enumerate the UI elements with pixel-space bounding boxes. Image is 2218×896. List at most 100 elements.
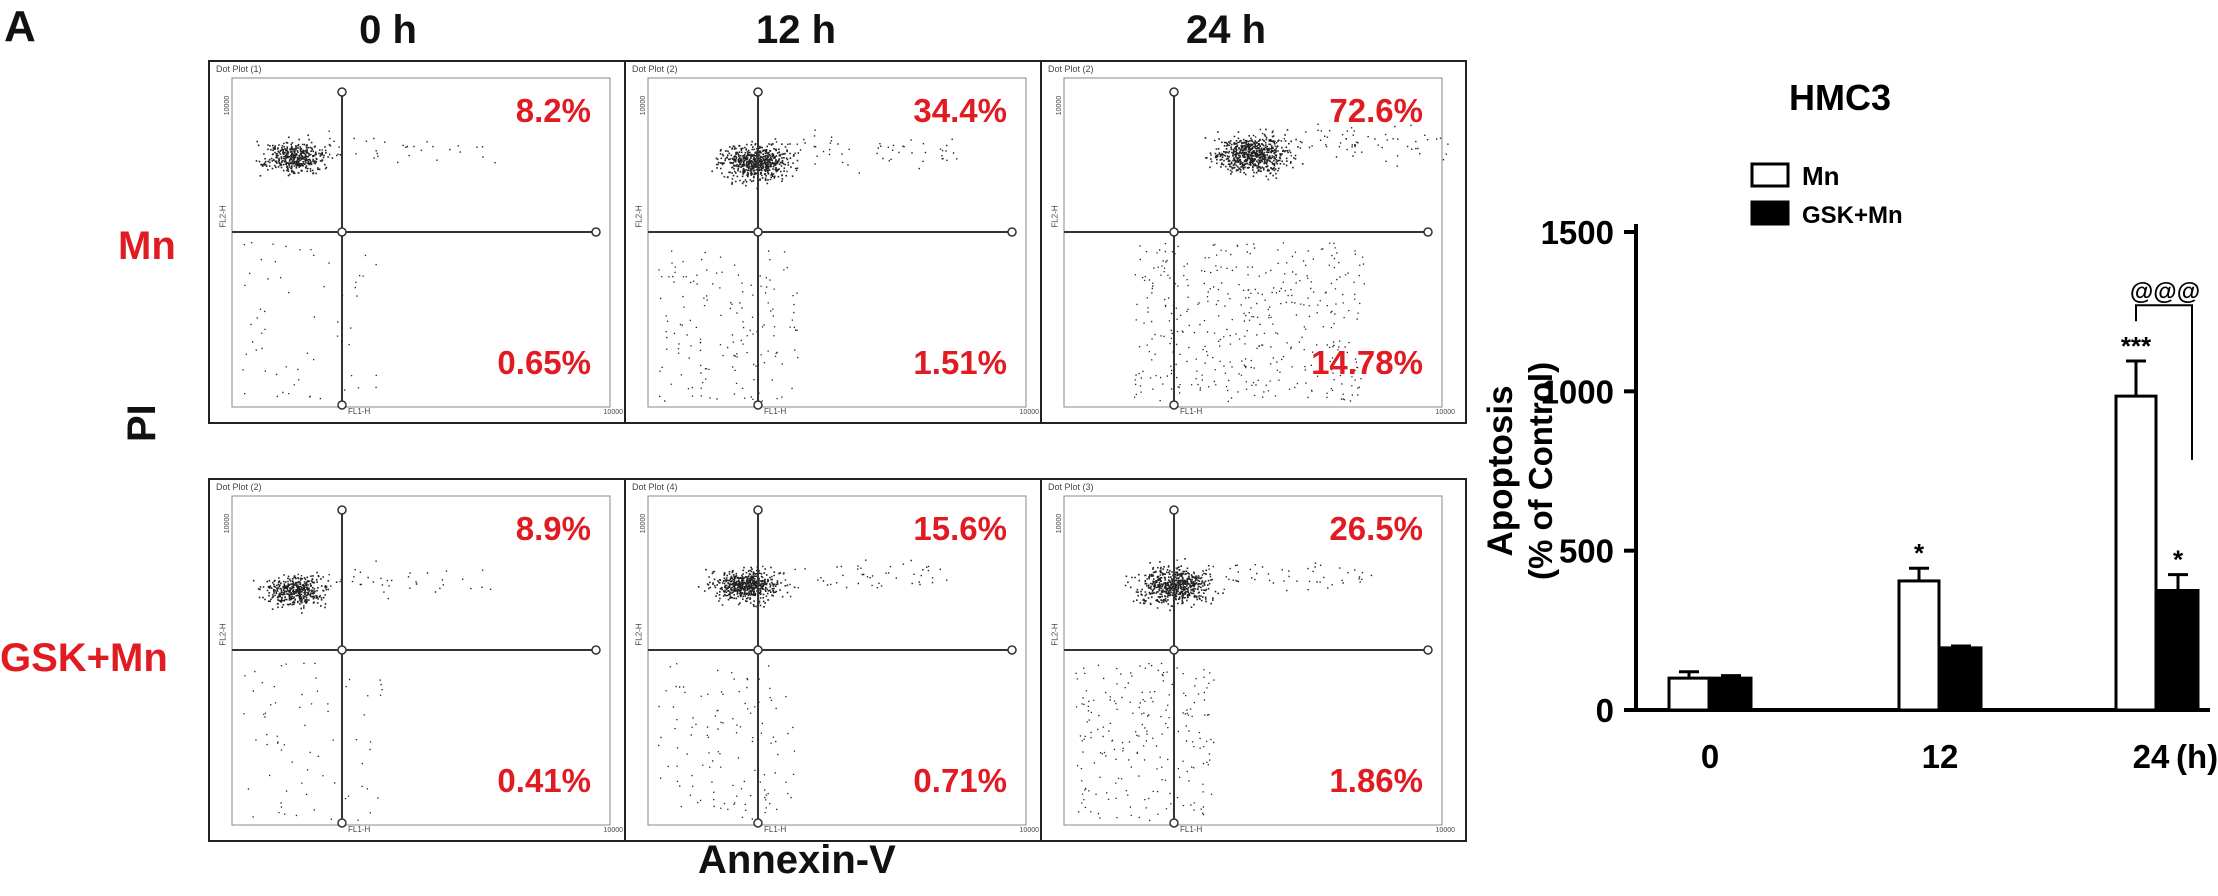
comparison-label: @@@ — [2130, 278, 2200, 305]
gate-handle-center — [337, 227, 347, 237]
gate-handle-top — [1169, 505, 1179, 515]
gate-handle-right — [591, 227, 601, 237]
lower-right-percent: 0.65% — [497, 344, 591, 381]
x-channel-label: FL1-H — [764, 825, 787, 834]
upper-right-percent: 26.5% — [1329, 510, 1423, 547]
gate-handle-bottom — [753, 400, 763, 410]
dot-plot-scatter — [1063, 495, 1443, 828]
x-axis-max: 10000 — [1019, 409, 1039, 416]
upper-right-percent: 72.6% — [1329, 92, 1423, 129]
dot-plot-title: Dot Plot (3) — [1048, 482, 1094, 492]
y-channel-label: FL2-H — [218, 623, 228, 646]
lower-right-percent: 14.78% — [1311, 344, 1423, 381]
time-label-0h: 0 h — [359, 8, 417, 52]
significance-mark: * — [2173, 545, 2184, 575]
y-channel-label: FL2-H — [1050, 623, 1060, 646]
gate-handle-right — [1423, 645, 1433, 655]
lower-right-percent: 1.86% — [1329, 762, 1423, 799]
dot-plot-scatter — [231, 77, 611, 410]
gate-handle-bottom — [753, 818, 763, 828]
bar-gsk-mn — [2156, 589, 2200, 712]
chart-title: HMC3 — [1789, 80, 1891, 118]
gate-handle-bottom — [337, 400, 347, 410]
x-channel-label: FL1-H — [348, 825, 371, 834]
plot-frame — [1063, 77, 1443, 408]
legend-swatch-gsk-mn — [1750, 200, 1790, 226]
y-channel-label: FL2-H — [634, 205, 644, 228]
dot-plot-5: Dot Plot (3) 26.5% 1.86% FL1-H FL2-H 10000 100… — [1040, 478, 1467, 842]
dot-plot-1: Dot Plot (2) 34.4% 1.51% FL1-H FL2-H 10000 100… — [624, 60, 1051, 424]
y-tick-label: 0 — [1596, 692, 1614, 729]
gate-handle-center — [1169, 227, 1179, 237]
x-axis-max: 10000 — [1019, 827, 1039, 834]
gate-handle-top — [337, 87, 347, 97]
x-channel-label: FL1-H — [1180, 407, 1203, 416]
bar-gsk-mn — [1939, 646, 1983, 712]
plot-frame — [231, 495, 611, 826]
y-axis-max: 10000 — [1056, 513, 1064, 534]
dot-plot-title: Dot Plot (2) — [632, 64, 678, 74]
gate-handle-right — [1423, 227, 1433, 237]
x-axis-max: 10000 — [1435, 827, 1455, 834]
bar-mn — [2114, 394, 2158, 712]
panel-letter: A — [4, 2, 36, 51]
gate-handle-right — [1007, 645, 1017, 655]
plot-frame — [231, 77, 611, 408]
bar-mn — [1897, 579, 1941, 712]
gate-handle-bottom — [1169, 818, 1179, 828]
y-axis-label-line2: (% of Control) — [1522, 362, 1559, 580]
dot-plot-0: Dot Plot (1) 8.2% 0.65% FL1-H FL2-H 10000 1000… — [208, 60, 635, 424]
x-axis-max: 10000 — [1435, 409, 1455, 416]
gate-handle-right — [1007, 227, 1017, 237]
gate-handle-top — [753, 505, 763, 515]
lower-right-percent: 0.41% — [497, 762, 591, 799]
x-channel-label: FL1-H — [764, 407, 787, 416]
gate-handle-center — [753, 227, 763, 237]
gate-handle-bottom — [337, 818, 347, 828]
time-label-24h: 24 h — [1185, 8, 1267, 52]
gate-handle-right — [591, 645, 601, 655]
row-label-mn: Mn — [118, 224, 176, 268]
gate-handle-center — [753, 645, 763, 655]
gate-handle-top — [337, 505, 347, 515]
legend-label-mn: Mn — [1802, 161, 1840, 191]
legend-label-gsk-mn: GSK+Mn — [1802, 202, 1903, 229]
upper-right-percent: 8.9% — [515, 510, 591, 547]
y-tick-label: 500 — [1559, 533, 1614, 570]
x-tick-label: 0 — [1701, 738, 1719, 775]
gate-handle-center — [337, 645, 347, 655]
x-axis-max: 10000 — [603, 827, 623, 834]
apoptosis-bar-chart: HMC3 Apoptosis (% of Control) 0 500 1000 1500 0… — [1481, 80, 2218, 775]
dot-plot-title: Dot Plot (2) — [216, 482, 262, 492]
dot-plot-4: Dot Plot (4) 15.6% 0.71% FL1-H FL2-H 10000 100… — [624, 478, 1051, 842]
plot-frame — [1063, 495, 1443, 826]
dot-plot-2: Dot Plot (2) 72.6% 14.78% FL1-H FL2-H 10000 10… — [1040, 60, 1467, 424]
y-axis-max: 10000 — [224, 513, 232, 534]
x-axis-unit: (h) — [2176, 738, 2218, 775]
legend-swatch-mn — [1750, 162, 1790, 188]
significance-mark: * — [1914, 538, 1925, 568]
y-axis-max: 10000 — [640, 95, 648, 116]
event-dots — [243, 560, 492, 821]
gate-handle-top — [1169, 87, 1179, 97]
dot-plot-3: Dot Plot (2) 8.9% 0.41% FL1-H FL2-H 10000 1000… — [208, 478, 635, 842]
lower-right-percent: 0.71% — [913, 762, 1007, 799]
y-axis-max: 10000 — [640, 513, 648, 534]
dot-plot-title: Dot Plot (1) — [216, 64, 262, 74]
upper-right-percent: 15.6% — [913, 510, 1007, 547]
y-axis-max: 10000 — [224, 95, 232, 116]
event-dots — [658, 559, 948, 820]
x-axis-max: 10000 — [603, 409, 623, 416]
x-axis-label-annexin: Annexin-V — [698, 838, 896, 882]
x-tick-label: 12 — [1922, 738, 1959, 775]
dot-plot-scatter — [647, 77, 1027, 410]
lower-right-percent: 1.51% — [913, 344, 1007, 381]
event-dots — [1075, 558, 1373, 822]
y-tick-label: 1500 — [1541, 214, 1614, 251]
y-channel-label: FL2-H — [218, 205, 228, 228]
y-axis-label-pi: PI — [120, 404, 164, 442]
time-label-12h: 12 h — [755, 8, 837, 52]
y-axis-max: 10000 — [1056, 95, 1064, 116]
gate-handle-center — [1169, 645, 1179, 655]
x-tick-label: 24 — [2133, 738, 2170, 775]
